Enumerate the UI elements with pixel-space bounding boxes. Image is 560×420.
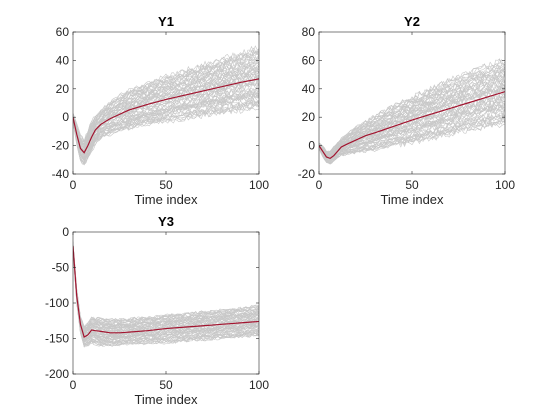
sample-trace (73, 49, 259, 142)
sample-trace (319, 84, 505, 158)
y-tick-label: -20 (52, 139, 70, 153)
sample-trace (319, 103, 505, 161)
sample-trace (319, 93, 505, 159)
x-tick-label: 100 (495, 178, 515, 192)
chart-title: Y3 (158, 214, 174, 229)
sample-trace (319, 64, 505, 153)
sample-trace (73, 58, 259, 146)
x-axis-label: Time index (380, 192, 444, 207)
mean-series-line (319, 91, 505, 160)
y-tick-label: 0 (62, 225, 69, 239)
y-tick-label: 40 (56, 53, 70, 67)
sample-trace (73, 69, 259, 150)
x-tick-label: 0 (70, 178, 77, 192)
sample-trace (73, 98, 259, 163)
sample-trace (319, 96, 505, 160)
mean-series-line (73, 78, 259, 154)
sample-trace (319, 122, 505, 165)
sample-trace (73, 249, 259, 345)
sample-trace (319, 105, 505, 161)
sample-trace (319, 117, 505, 163)
sample-trace (319, 58, 505, 153)
sample-trace (73, 244, 259, 335)
sample-traces (73, 45, 259, 166)
sample-trace (73, 249, 259, 347)
sample-trace (73, 248, 259, 343)
sample-trace (73, 62, 259, 149)
y-tick-label: -20 (298, 167, 316, 181)
sample-trace (73, 45, 259, 143)
x-tick-label: 100 (249, 378, 269, 392)
sample-trace (73, 249, 259, 346)
sample-trace (319, 58, 505, 153)
sample-trace (73, 107, 259, 165)
y-tick-label: 60 (302, 53, 316, 67)
sample-trace (73, 69, 259, 151)
sample-trace (73, 247, 259, 341)
chart-panel-3: 0 50 100 -200 -150 -100 -50 0 Y3 Time index (45, 214, 269, 407)
x-tick-label: 0 (70, 378, 77, 392)
chart-panel-1: 0 50 100 -40 -20 0 20 40 60 Y1 Time index (52, 14, 270, 207)
sample-trace (319, 80, 505, 157)
y-tick-label: -50 (52, 261, 70, 275)
y-tick-label: -150 (45, 332, 69, 346)
mean-series-line (73, 246, 259, 338)
x-axis-label: Time index (134, 392, 198, 407)
sample-trace (73, 64, 259, 148)
x-axis-label: Time index (134, 192, 198, 207)
y-tick-label: 80 (302, 25, 316, 39)
y-tick-label: 60 (56, 25, 70, 39)
y-tick-label: -40 (52, 167, 70, 181)
x-tick-label: 100 (249, 178, 269, 192)
y-tick-label: 20 (56, 82, 70, 96)
x-tick-label: 50 (405, 178, 419, 192)
axes-box (72, 231, 260, 375)
sample-trace (319, 100, 505, 161)
sample-trace (73, 245, 259, 338)
sample-trace (73, 248, 259, 346)
sample-trace (73, 246, 259, 338)
sample-trace (319, 85, 505, 158)
chart-title: Y1 (158, 14, 174, 29)
sample-trace (73, 241, 259, 328)
y-tick-label: 0 (308, 139, 315, 153)
y-tick-label: 0 (62, 110, 69, 124)
sample-traces (319, 57, 505, 165)
sample-trace (73, 101, 259, 164)
y-tick-label: 20 (302, 110, 316, 124)
x-tick-label: 0 (316, 178, 323, 192)
sample-trace (73, 245, 259, 334)
sample-trace (319, 114, 505, 163)
sample-trace (73, 242, 259, 329)
sample-trace (73, 243, 259, 332)
sample-traces (73, 241, 259, 348)
sample-trace (73, 47, 259, 142)
sample-trace (73, 243, 259, 331)
x-tick-label: 50 (159, 178, 173, 192)
sample-trace (73, 247, 259, 339)
x-tick-label: 50 (159, 378, 173, 392)
sample-trace (73, 83, 259, 156)
y-tick-label: -100 (45, 296, 69, 310)
y-tick-label: -200 (45, 367, 69, 381)
chart-title: Y2 (404, 14, 420, 29)
y-tick-label: 40 (302, 82, 316, 96)
